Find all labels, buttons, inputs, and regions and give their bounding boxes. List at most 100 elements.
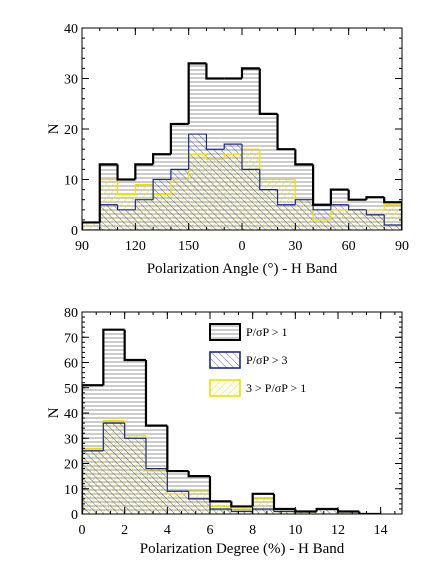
y-tick-label: 30 (64, 432, 78, 447)
bar-p1 (383, 197, 402, 230)
x-tick-label: 6 (207, 523, 214, 538)
x-tick-label: 8 (249, 523, 256, 538)
legend-swatch-p3 (209, 351, 241, 369)
bar-p3 (82, 450, 104, 514)
x-tick-label: 60 (342, 239, 356, 254)
legend-label-p31: 3 > P/σP > 1 (246, 381, 306, 395)
bar-p3 (205, 134, 225, 150)
bar-p3 (230, 508, 253, 513)
bar-p1 (365, 196, 385, 200)
y-axis-label: N (46, 407, 62, 418)
bar-p1 (294, 508, 317, 513)
bar-p31 (383, 204, 402, 230)
bar-p1 (312, 164, 331, 206)
bar-p1 (315, 507, 338, 512)
x-tick-label: 90 (395, 239, 409, 254)
x-axis-label: Polarization Degree (%) - H Band (140, 541, 345, 557)
x-tick-label: 12 (331, 523, 345, 538)
y-tick-label: 20 (64, 458, 78, 473)
y-tick-label: 50 (64, 382, 78, 397)
x-tick-label: 14 (374, 523, 388, 538)
y-tick-label: 10 (64, 174, 78, 189)
x-tick-label: 2 (121, 523, 128, 538)
x-axis-label: Polarization Angle (°) - H Band (147, 261, 338, 277)
bar-p1 (187, 62, 207, 124)
y-tick-label: 40 (64, 22, 78, 37)
series-p1-fill (82, 329, 381, 514)
bar-p1 (230, 501, 253, 508)
bar-p1 (166, 425, 189, 473)
bar-p1 (102, 328, 125, 386)
bar-p3 (241, 144, 260, 170)
bar-p3 (145, 438, 168, 470)
x-tick-label: 10 (288, 523, 302, 538)
bar-p31 (205, 154, 225, 160)
bar-p1 (169, 122, 189, 155)
bar-p1 (134, 163, 154, 180)
bar-p31 (82, 447, 104, 514)
bar-p31 (134, 183, 154, 195)
series-p3-fill (82, 134, 402, 230)
bar-p3 (170, 168, 189, 180)
x-tick-label: 150 (178, 239, 199, 254)
bar-p31 (116, 179, 136, 196)
x-tick-label: 120 (125, 239, 146, 254)
bar-p1 (208, 476, 232, 503)
bar-p1 (294, 149, 314, 166)
legend: P/σP > 1 P/σP > 3 3 > P/σP > 1 (209, 323, 306, 397)
bar-p1 (272, 493, 296, 511)
bar-p3 (223, 143, 242, 150)
bar-p1 (258, 68, 278, 115)
bar-p3 (166, 468, 189, 492)
bar-p1 (329, 188, 349, 205)
bar-p1 (205, 63, 225, 80)
bar-p1 (116, 164, 136, 181)
legend-label-p3: P/σP > 3 (246, 353, 287, 367)
legend-swatch-p1 (209, 323, 241, 341)
bar-p3 (365, 209, 385, 216)
legend-swatch-p31 (209, 379, 241, 397)
bar-p3 (152, 178, 171, 200)
bar-p1 (347, 189, 367, 201)
bar-p3 (294, 199, 314, 205)
bar-p1 (336, 508, 360, 513)
bar-p3 (383, 214, 402, 230)
bar-p3 (116, 204, 136, 211)
bar-p3 (102, 422, 125, 451)
legend-label-p1: P/σP > 1 (246, 325, 287, 339)
x-tick-label: 4 (164, 523, 171, 538)
bar-p3 (276, 189, 296, 206)
y-tick-label: 70 (64, 331, 78, 346)
y-tick-label: 0 (71, 508, 78, 523)
bar-p1 (152, 153, 171, 165)
bar-p1 (98, 163, 118, 223)
bar-p1 (123, 329, 146, 362)
y-tick-label: 80 (64, 306, 78, 321)
y-axis-label: N (46, 123, 62, 134)
x-tick-label: 90 (75, 239, 89, 254)
bar-p3 (134, 199, 154, 210)
bar-p1 (82, 221, 100, 230)
bar-p31 (223, 153, 242, 160)
bar-p1 (358, 511, 381, 514)
y-tick-label: 40 (64, 407, 78, 422)
y-tick-label: 30 (64, 73, 78, 88)
bar-p3 (188, 491, 210, 500)
bar-p1 (144, 359, 168, 427)
bar-p1 (187, 471, 210, 478)
x-tick-label: 0 (239, 239, 246, 254)
bar-p3 (259, 169, 278, 191)
bar-p1 (82, 384, 104, 514)
x-tick-label: 30 (288, 239, 302, 254)
bar-p3 (188, 133, 207, 170)
polarization-degree-histogram: 0 2 4 6 8 10 12 14 0 10 20 30 40 50 60 70 80 Polarization… (46, 306, 403, 557)
bar-p3 (124, 423, 146, 439)
y-tick-label: 60 (64, 357, 78, 372)
x-tick-label: 0 (79, 523, 86, 538)
series-p3-fill (82, 423, 381, 514)
bar-p1 (251, 492, 274, 507)
y-tick-label: 0 (71, 224, 78, 239)
bar-p1 (276, 113, 296, 151)
